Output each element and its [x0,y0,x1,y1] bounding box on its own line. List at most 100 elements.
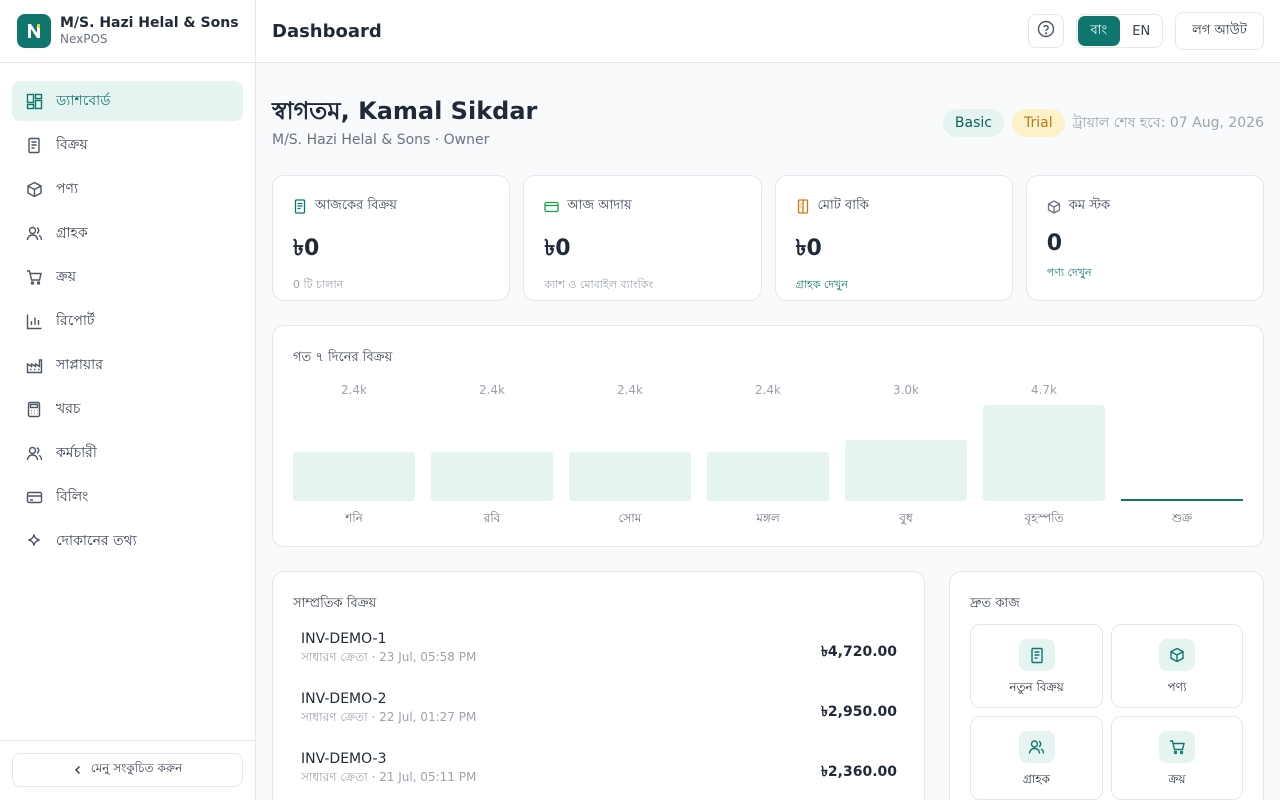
page-title: Dashboard [272,20,382,42]
sidebar-item-label: ক্রয় [56,269,76,285]
brand[interactable]: M/S. Hazi Helal & Sons NexPOS [0,0,255,63]
chart-bar[interactable] [845,439,967,501]
sidebar: M/S. Hazi Helal & Sons NexPOS ড্যাশবোর্ড… [0,0,256,800]
quick-actions-grid: নতুন বিক্রয় পণ্য গ্রাহক ক্রয় [970,624,1243,800]
chart-tick-label: বুধ [898,511,913,526]
welcome-section: স্বাগতম, Kamal Sikdar M/S. Hazi Helal & … [272,96,537,148]
cart-icon [1159,731,1195,763]
stat-card-today-collection[interactable]: আজ আদায় ৳0 ক্যাশ ও মোবাইল ব্যাংকিং [523,175,762,301]
sidebar-item-reports[interactable]: রিপোর্ট [12,301,243,341]
bar-chart-icon [25,312,43,330]
stat-value: 0 [1046,231,1063,256]
sidebar-item-billing[interactable]: বিলিং [12,477,243,517]
sidebar-item-dashboard[interactable]: ড্যাশবোর্ড [12,81,243,121]
factory-icon [25,356,43,374]
sidebar-item-label: রিপোর্ট [56,313,95,329]
quick-actions-title: দ্রুত কাজ [970,596,1020,611]
stat-note: 0 টি চালান [293,278,344,291]
view-products-link[interactable]: পণ্য দেখুন [1046,266,1092,279]
list-item[interactable]: INV-DEMO-3 সাধারণ ক্রেতা · 21 Jul, 05:11… [301,750,897,800]
help-icon [1037,20,1055,42]
sidebar-item-customers[interactable]: গ্রাহক [12,213,243,253]
stat-label: মোট বাকি [817,198,869,213]
help-button[interactable] [1028,14,1064,48]
ledger-icon [796,199,810,214]
welcome-subtitle: M/S. Hazi Helal & Sons · Owner [272,132,490,148]
invoice-id: INV-DEMO-2 [301,691,387,707]
sidebar-item-shop-info[interactable]: দোকানের তথ্য [12,521,243,561]
chart-tick-label: শনি [344,511,364,525]
sidebar-item-suppliers[interactable]: সাপ্লায়ার [12,345,243,385]
lang-bn-button[interactable]: বাং [1078,16,1120,46]
invoice-id: INV-DEMO-3 [301,751,387,767]
quick-customers-button[interactable]: গ্রাহক [970,716,1103,800]
sidebar-item-label: খরচ [56,401,81,417]
language-toggle: বাং EN [1076,14,1163,48]
quick-action-label: নতুন বিক্রয় [1009,680,1064,694]
sidebar-item-products[interactable]: পণ্য [12,169,243,209]
dashboard-icon [25,92,43,110]
credit-card-icon [544,200,559,214]
chart-tick-label: বৃহস্পতি [1023,511,1064,526]
invoice-amount: ৳2,950.00 [820,704,897,720]
stat-card-today-sales[interactable]: আজকের বিক্রয় ৳0 0 টি চালান [272,175,511,301]
main-content: স্বাগতম, Kamal Sikdar M/S. Hazi Helal & … [256,63,1280,800]
sparkle-icon [25,532,43,550]
collapse-menu-label: মেনু সংকুচিত করুন [90,761,183,775]
receipt-icon [25,136,43,154]
sidebar-nav: ড্যাশবোর্ড বিক্রয় পণ্য গ্রাহক ক্রয় রিপ… [0,63,255,561]
lang-en-button[interactable]: EN [1132,23,1151,39]
brand-name: M/S. Hazi Helal & Sons [60,15,239,31]
plan-badge-basic: Basic [942,109,1004,137]
invoice-meta: সাধারণ ক্রেতা · 21 Jul, 05:11 PM [301,770,477,784]
list-item[interactable]: INV-DEMO-2 সাধারণ ক্রেতা · 22 Jul, 01:27… [301,690,897,750]
quick-purchase-button[interactable]: ক্রয় [1111,716,1243,800]
box-icon [1047,199,1061,214]
chart-bar[interactable] [431,451,553,501]
stat-label: কম স্টক [1068,198,1111,213]
box-icon [25,180,43,198]
chart-bar[interactable] [707,451,829,501]
stat-card-low-stock[interactable]: কম স্টক 0 পণ্য দেখুন [1025,175,1264,301]
sidebar-item-expenses[interactable]: খরচ [12,389,243,429]
calculator-icon [25,400,43,418]
invoice-amount: ৳2,360.00 [820,764,897,780]
chart-bar[interactable] [983,405,1105,501]
chart-tick-label: সোম [619,511,642,525]
stat-value: ৳0 [293,236,320,261]
chart-data-label: 2.4k [755,383,781,397]
view-customers-link[interactable]: গ্রাহক দেখুন [795,278,848,291]
collapse-menu-button[interactable]: মেনু সংকুচিত করুন [12,753,243,787]
logout-button[interactable]: লগ আউট [1175,12,1264,50]
quick-action-label: ক্রয় [1168,772,1186,786]
sidebar-item-purchase[interactable]: ক্রয় [12,257,243,297]
quick-new-sale-button[interactable]: নতুন বিক্রয় [970,624,1103,708]
trial-expiry-text: ট্রায়াল শেষ হবে: 07 Aug, 2026 [1072,115,1264,131]
sidebar-item-label: ড্যাশবোর্ড [56,93,111,109]
quick-products-button[interactable]: পণ্য [1111,624,1243,708]
sidebar-item-label: পণ্য [56,181,79,197]
chart-bar[interactable] [569,451,691,501]
stat-value: ৳0 [795,236,822,261]
sidebar-item-label: বিক্রয় [56,137,88,153]
box-icon [1159,639,1195,671]
sidebar-item-employees[interactable]: কর্মচারী [12,433,243,473]
stat-card-total-due[interactable]: মোট বাকি ৳0 গ্রাহক দেখুন [774,175,1013,301]
sidebar-item-label: গ্রাহক [56,225,88,241]
quick-actions-card: দ্রুত কাজ নতুন বিক্রয় পণ্য গ্রাহক ক্রয় [949,571,1264,800]
credit-card-icon [25,488,43,506]
quick-action-label: গ্রাহক [1022,772,1051,786]
users-icon [1018,731,1055,763]
recent-sales-card: সাম্প্রতিক বিক্রয় INV-DEMO-1 সাধারণ ক্র… [272,571,925,800]
stat-label: আজকের বিক্রয় [315,198,397,213]
chart-data-label: 4.7k [1031,383,1057,397]
quick-action-label: পণ্য [1167,680,1187,694]
cart-icon [25,268,43,286]
chart-bar[interactable] [293,451,415,501]
weekly-sales-chart: 2.4k শনি 2.4k রবি 2.4k সোম 2.4k মঙ্গল 3.0k বুধ 4.7… [293,383,1243,526]
list-item[interactable]: INV-DEMO-1 সাধারণ ক্রেতা · 23 Jul, 05:58… [301,630,897,690]
brand-product: NexPOS [60,32,108,46]
welcome-title: স্বাগতম, Kamal Sikdar [272,97,538,125]
sidebar-item-sales[interactable]: বিক্রয় [12,125,243,165]
invoice-amount: ৳4,720.00 [820,644,897,660]
